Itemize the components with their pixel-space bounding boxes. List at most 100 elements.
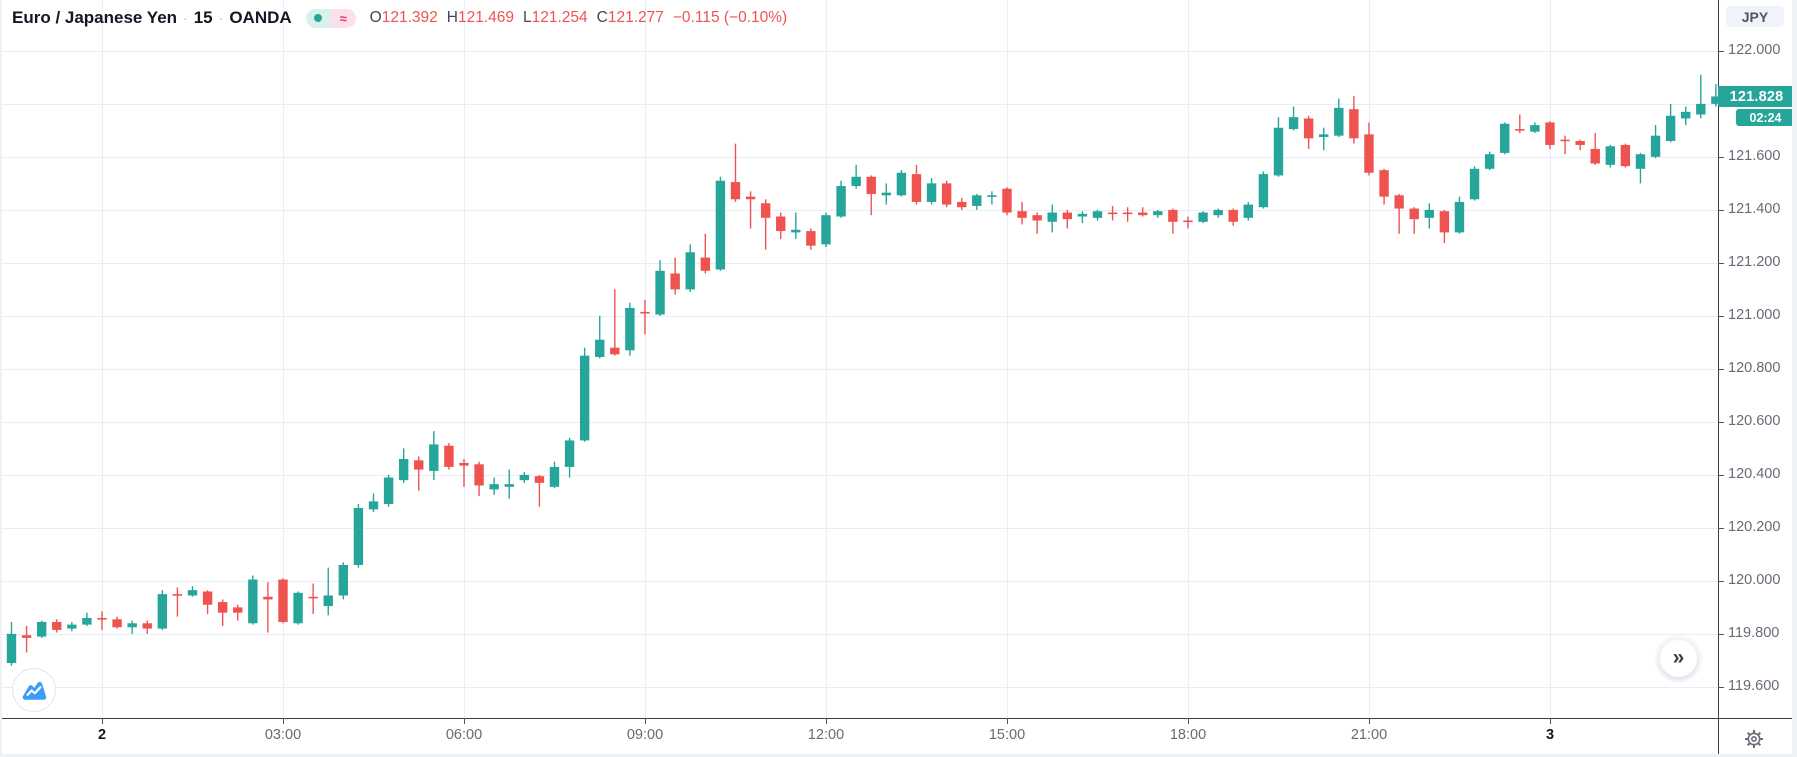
data-status-pill[interactable]: ≈ (305, 8, 356, 28)
candle (1635, 152, 1646, 184)
candle (670, 257, 680, 295)
candle (1530, 122, 1540, 134)
candle (941, 180, 952, 208)
candle (52, 619, 62, 633)
exchange-label: OANDA (229, 8, 292, 27)
time-tick-label: 3 (1545, 727, 1555, 743)
candle (383, 474, 394, 507)
candle (1077, 211, 1088, 224)
candle (1002, 187, 1012, 216)
currency-badge[interactable]: JPY (1726, 6, 1784, 27)
candle (1168, 208, 1178, 234)
candle (715, 176, 726, 271)
candle (1228, 208, 1238, 226)
price-tick-label: 121.600 (1728, 147, 1781, 164)
candle (1288, 106, 1299, 131)
candle (866, 175, 876, 216)
candle (745, 191, 756, 229)
candle (36, 620, 47, 638)
candle (806, 228, 816, 250)
candle (248, 575, 258, 625)
candle (1439, 209, 1450, 244)
candle (640, 299, 650, 335)
scroll-to-latest-button[interactable]: » (1660, 640, 1697, 677)
candle (142, 620, 152, 634)
candle (655, 260, 665, 316)
interval-label: 15 (193, 8, 213, 27)
time-tick-label: 06:00 (445, 727, 483, 743)
candle (353, 504, 364, 568)
candle (1062, 209, 1073, 229)
candle (1484, 151, 1495, 171)
candle (1258, 171, 1269, 209)
candle (6, 621, 17, 666)
candle (459, 458, 469, 487)
candle (1379, 168, 1389, 205)
candle (610, 289, 620, 356)
candle (1183, 216, 1193, 229)
candle (760, 199, 771, 250)
market-open-dot-icon (305, 8, 331, 28)
separator-dot: · (183, 10, 188, 26)
price-tick-label: 120.000 (1728, 571, 1781, 588)
candle (1650, 125, 1661, 159)
candle (1696, 74, 1706, 119)
window-edge (0, 0, 2, 757)
candle (1515, 114, 1525, 134)
candle (987, 191, 997, 205)
candle (67, 621, 77, 632)
price-tick-label: 122.000 (1728, 41, 1781, 58)
change-value: −0.115 (−0.10%) (672, 9, 788, 26)
candle (368, 493, 379, 512)
time-tick-label: 09:00 (626, 727, 664, 743)
price-tick-label: 120.400 (1728, 465, 1781, 482)
delayed-data-icon: ≈ (330, 8, 356, 28)
candle (730, 143, 741, 202)
candle (1319, 127, 1329, 151)
window-edge (0, 754, 1797, 757)
candle (911, 164, 922, 205)
candle (233, 604, 243, 621)
candle (519, 472, 530, 483)
candle (308, 583, 318, 615)
axis-settings-button[interactable] (1742, 727, 1765, 750)
candle (957, 197, 967, 210)
candle (1394, 193, 1404, 234)
candle (1243, 201, 1254, 221)
time-tick-label: 18:00 (1169, 727, 1207, 743)
candle (1032, 212, 1042, 234)
candle (1665, 103, 1676, 143)
candle (323, 567, 333, 616)
candle (564, 437, 575, 478)
candle (504, 469, 514, 499)
candle (1681, 106, 1691, 126)
price-tick-label: 119.800 (1728, 624, 1780, 641)
candle (1047, 204, 1057, 233)
ohlc-item: O121.392 (369, 9, 438, 26)
candle (217, 599, 228, 626)
candle (293, 591, 303, 625)
candle (338, 562, 349, 600)
price-tick-label: 121.400 (1728, 200, 1781, 217)
candle (1017, 201, 1027, 225)
time-tick-label: 2 (97, 727, 107, 743)
ohlc-item: C121.277 (596, 9, 664, 26)
candle (700, 233, 711, 274)
ohlc-item: H121.469 (446, 9, 514, 26)
candle (534, 474, 545, 507)
candle (896, 170, 907, 197)
candle (82, 612, 92, 626)
candle (414, 456, 424, 491)
candle (263, 582, 273, 633)
symbol-name: Euro / Japanese Yen (12, 8, 178, 27)
candle (821, 212, 831, 247)
bar-countdown-badge: 02:24 (1736, 109, 1795, 126)
price-tick-label: 120.600 (1728, 412, 1781, 429)
tradingview-logo-button[interactable] (12, 668, 56, 712)
symbol-title[interactable]: Euro / Japanese Yen · 15 · OANDA (12, 8, 292, 28)
price-tick-label: 120.800 (1728, 359, 1781, 376)
window-edge (1792, 0, 1797, 757)
candle (157, 590, 168, 630)
